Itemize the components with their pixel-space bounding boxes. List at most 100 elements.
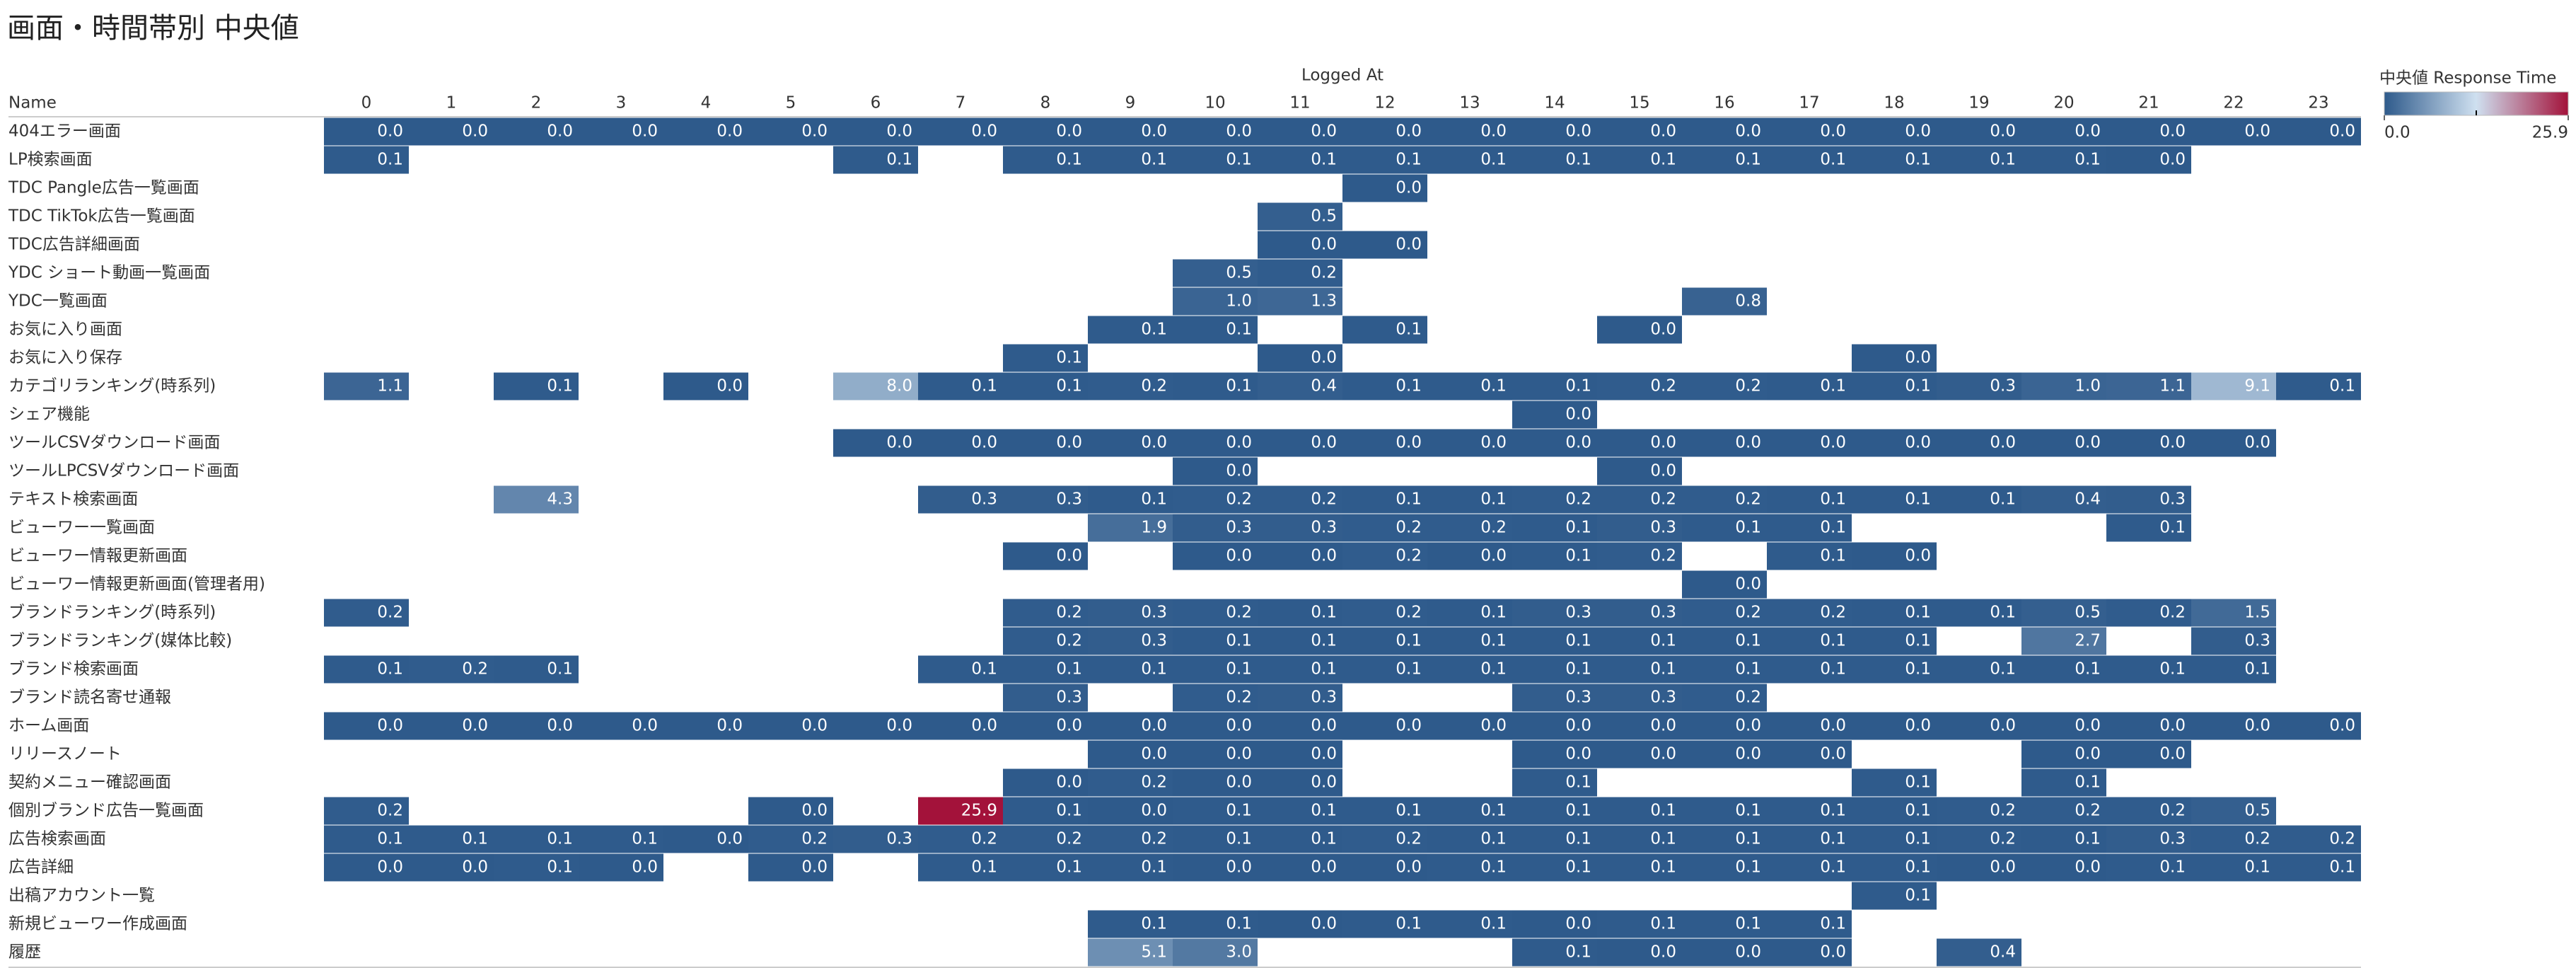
heat-cell [1342,117,1427,146]
cell-label: 0.0 [1311,349,1337,367]
cell-label: 0.0 [1735,745,1761,764]
cell-label: 0.1 [547,660,573,679]
heat-cell [1682,740,1767,768]
cell-label: 0.1 [1226,377,1252,396]
heat-cell [1937,599,2021,627]
heat-cell [918,797,1003,825]
heat-cell [1173,938,1258,967]
heat-cell [1173,910,1258,938]
cell-label: 0.0 [1141,717,1167,735]
cell-label: 0.1 [1480,915,1507,933]
heat-cell [1512,514,1597,542]
cell-label: 0.0 [632,717,658,735]
cell-label: 0.1 [377,151,403,169]
heat-cell [2106,740,2191,768]
cell-label: 0.0 [801,802,828,820]
heat-cell [579,117,663,146]
cell-label: 0.2 [1226,688,1252,707]
heat-cell [1173,514,1258,542]
cell-label: 0.1 [1141,915,1167,933]
heat-cell [1512,542,1597,570]
cell-label: 0.1 [1565,377,1591,396]
heat-cell [1342,712,1427,740]
y-axis-title: Name [8,94,57,113]
heat-cell [1512,485,1597,514]
x-tick-label: 11 [1289,94,1310,113]
heat-cell [1937,372,2021,401]
cell-label: 0.1 [1226,660,1252,679]
x-tick-label: 0 [361,94,372,113]
cell-label: 0.1 [1820,151,1846,169]
row-label: 広告検索画面 [8,830,106,848]
row-label: LP検索画面 [8,151,93,169]
cell-label: 0.0 [1311,122,1337,141]
cell-label: 0.0 [1650,434,1676,452]
cell-label: 0.3 [1056,688,1082,707]
cell-label: 0.1 [1311,802,1337,820]
cell-label: 0.0 [1056,773,1082,792]
cell-label: 0.1 [1565,773,1591,792]
cell-label: 0.0 [1990,858,2016,877]
heat-cell [1767,712,1852,740]
heat-cell [918,825,1003,853]
heat-cell [1427,117,1512,146]
heat-cell [1597,316,1682,344]
cell-label: 0.0 [1311,915,1337,933]
cell-label: 0.1 [462,830,488,848]
heat-cell [2021,740,2106,768]
heat-cell [1003,627,1088,655]
cell-label: 0.1 [1735,830,1761,848]
heat-cell [1682,429,1767,457]
heat-cell [1088,825,1173,853]
heat-cell [1937,825,2021,853]
cell-label: 0.2 [2075,802,2101,820]
heat-cell [1342,542,1427,570]
heat-cell [1682,372,1767,401]
heat-cell [1852,825,1937,853]
cell-label: 0.0 [1311,773,1337,792]
heat-cell [1173,599,1258,627]
cell-label: 0.1 [1820,490,1846,509]
heat-cell [1088,655,1173,684]
row-label: YDC一覧画面 [8,292,108,311]
heat-cell [1342,174,1427,202]
heat-cell [748,853,833,882]
cell-label: 0.0 [1820,943,1846,962]
heat-cell [494,655,579,684]
heat-cell [1852,797,1937,825]
cell-label: 0.1 [1820,377,1846,396]
cell-label: 0.0 [716,377,743,396]
cell-label: 0.3 [1056,490,1082,509]
heat-cell [1173,287,1258,316]
heat-cell [2021,429,2106,457]
cell-label: 0.2 [1650,377,1676,396]
row-label: 広告詳細 [8,858,74,877]
heat-cell [1088,910,1173,938]
heat-cell [2106,117,2191,146]
cell-label: 0.0 [2159,434,2186,452]
heat-cell [1852,599,1937,627]
heat-cell [1173,372,1258,401]
heat-cell [1852,485,1937,514]
cell-label: 1.1 [377,377,403,396]
cell-label: 0.0 [2244,434,2270,452]
cell-label: 0.2 [1141,830,1167,848]
cell-label: 0.1 [1226,632,1252,650]
cell-label: 0.1 [1905,377,1931,396]
heat-cell [1767,797,1852,825]
cell-label: 0.3 [1990,377,2016,396]
cell-label: 0.0 [1650,717,1676,735]
cell-label: 0.0 [1311,858,1337,877]
cell-label: 0.1 [1226,151,1252,169]
heat-cell [833,372,918,401]
heat-cell [1512,655,1597,684]
heat-cell [1852,882,1937,910]
cell-label: 0.1 [1311,604,1337,622]
heat-cell [1682,655,1767,684]
cell-label: 0.0 [1056,434,1082,452]
cell-label: 0.1 [1990,604,2016,622]
heat-cell [1003,655,1088,684]
heat-cell [1088,768,1173,797]
cell-label: 0.0 [1565,717,1591,735]
heat-cell [663,117,748,146]
